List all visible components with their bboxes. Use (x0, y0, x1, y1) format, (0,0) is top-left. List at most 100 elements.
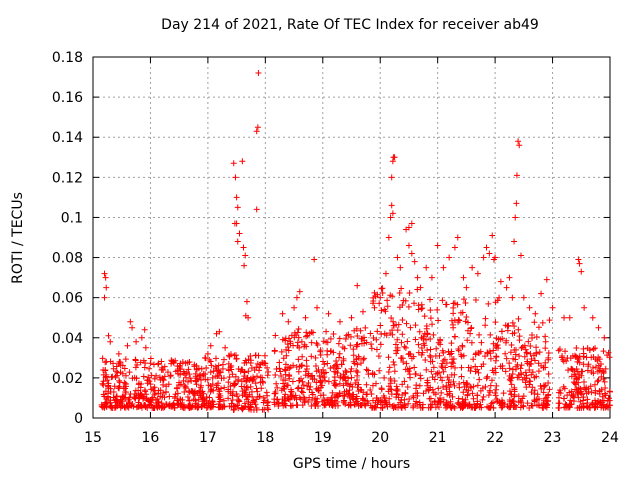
data-point (169, 402, 176, 409)
data-point (160, 377, 167, 384)
data-point (340, 392, 347, 399)
data-point (423, 366, 430, 373)
data-point (542, 333, 549, 340)
data-point (450, 304, 457, 311)
data-point (329, 389, 336, 396)
data-point (284, 341, 291, 348)
data-point (581, 304, 588, 311)
data-point (460, 379, 467, 386)
data-point (406, 365, 413, 372)
data-point (561, 395, 568, 402)
data-point (176, 365, 183, 372)
data-point (398, 285, 405, 292)
data-point (102, 367, 109, 374)
data-point (562, 401, 569, 408)
data-point (281, 383, 288, 390)
data-point (511, 393, 518, 400)
data-point (389, 331, 396, 338)
data-point (248, 388, 255, 395)
data-point (153, 372, 160, 379)
data-point (583, 403, 590, 410)
data-point (412, 400, 419, 407)
data-point (528, 355, 535, 362)
data-point (502, 350, 509, 357)
data-point (175, 370, 182, 377)
data-point (479, 396, 486, 403)
data-point (234, 238, 241, 245)
data-point (187, 375, 194, 382)
data-point (460, 296, 467, 303)
data-point (535, 360, 542, 367)
data-point (233, 220, 240, 227)
data-point (368, 345, 375, 352)
data-point (102, 274, 109, 281)
y-tick-label: 0.08 (52, 251, 83, 267)
data-point (234, 204, 241, 211)
data-point (421, 313, 428, 320)
data-point (482, 315, 489, 322)
data-point (446, 384, 453, 391)
data-point (354, 384, 361, 391)
data-point (567, 355, 574, 362)
data-point (436, 352, 443, 359)
data-point (478, 339, 485, 346)
data-point (122, 356, 129, 363)
data-point (516, 353, 523, 360)
data-point (450, 360, 457, 367)
data-point (369, 382, 376, 389)
data-point (434, 242, 441, 249)
data-point (210, 368, 217, 375)
data-point (522, 379, 529, 386)
data-point (566, 314, 573, 321)
data-point (444, 374, 451, 381)
data-point (488, 377, 495, 384)
data-point (380, 392, 387, 399)
data-point (160, 381, 167, 388)
data-point (265, 368, 272, 375)
data-point (362, 324, 369, 331)
data-point (423, 325, 430, 332)
data-point (447, 398, 454, 405)
data-point (382, 270, 389, 277)
data-point (123, 389, 130, 396)
data-point (304, 332, 311, 339)
data-point (422, 356, 429, 363)
data-point (556, 346, 563, 353)
data-point (595, 377, 602, 384)
data-point (357, 327, 364, 334)
data-point (474, 270, 481, 277)
data-point (440, 384, 447, 391)
data-point (446, 390, 453, 397)
data-point (606, 402, 613, 409)
data-point (348, 365, 355, 372)
data-point (408, 355, 415, 362)
data-point (281, 398, 288, 405)
data-point (278, 348, 285, 355)
data-point (385, 234, 392, 241)
data-point (151, 375, 158, 382)
data-point (186, 404, 193, 411)
data-point (499, 335, 506, 342)
data-point (344, 381, 351, 388)
data-point (527, 350, 534, 357)
data-point (399, 331, 406, 338)
data-point (500, 390, 507, 397)
data-point (119, 370, 126, 377)
data-point (199, 403, 206, 410)
data-point (324, 351, 331, 358)
data-point (105, 332, 112, 339)
data-point (317, 378, 324, 385)
data-point (353, 398, 360, 405)
data-point (113, 393, 120, 400)
data-point (376, 367, 383, 374)
data-point (347, 342, 354, 349)
data-point (215, 362, 222, 369)
data-point (329, 402, 336, 409)
data-point (570, 391, 577, 398)
data-point (388, 314, 395, 321)
data-point (354, 369, 361, 376)
data-point (142, 388, 149, 395)
data-point (241, 262, 248, 269)
data-point (573, 344, 580, 351)
data-point (281, 366, 288, 373)
